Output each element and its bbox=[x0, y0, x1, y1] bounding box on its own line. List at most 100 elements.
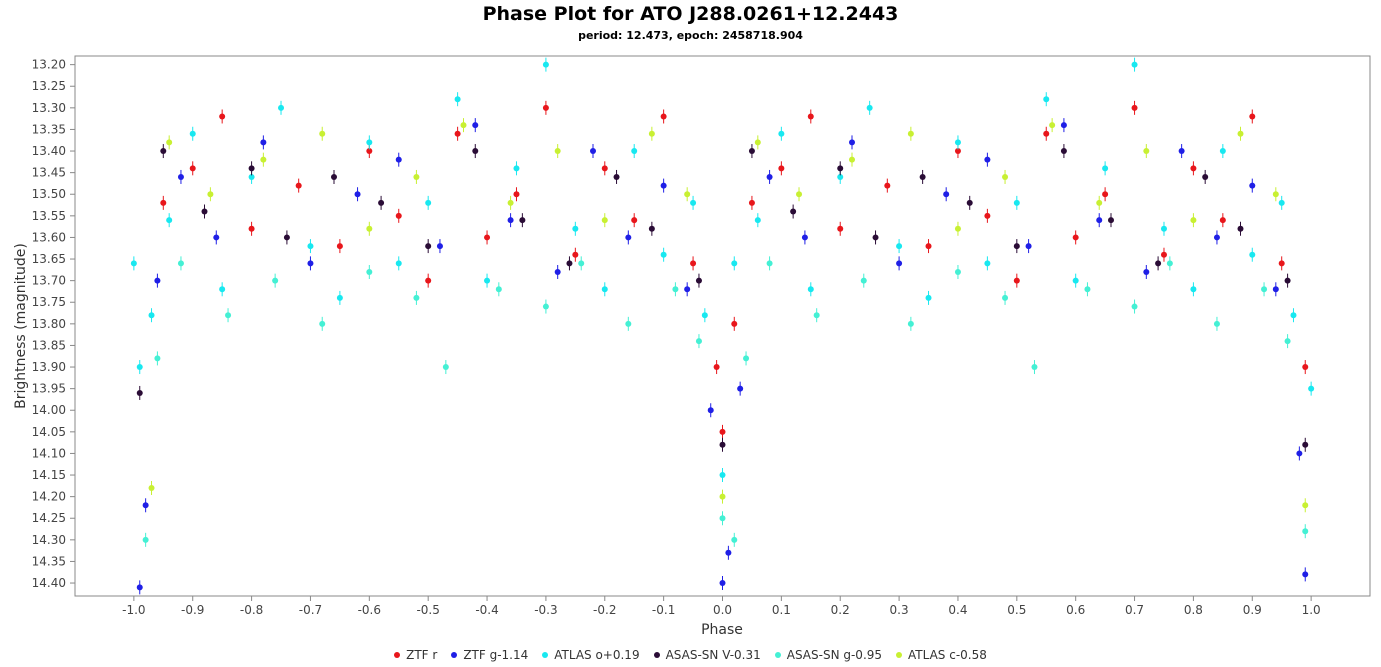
point-series-1 bbox=[136, 584, 143, 591]
point-series-3 bbox=[966, 199, 973, 206]
point-series-3 bbox=[695, 277, 702, 284]
point-series-4 bbox=[731, 536, 738, 543]
x-tick-label: 0.8 bbox=[1184, 603, 1203, 617]
y-tick-label: 13.65 bbox=[32, 252, 66, 266]
chart-subtitle: period: 12.473, epoch: 2458718.904 bbox=[578, 29, 803, 42]
point-series-3 bbox=[519, 217, 526, 224]
legend-marker bbox=[653, 652, 660, 658]
point-series-2 bbox=[1308, 385, 1315, 392]
point-series-4 bbox=[495, 286, 502, 293]
legend-item: ASAS-SN V-0.31 bbox=[653, 648, 761, 662]
x-tick-label: -0.7 bbox=[299, 603, 322, 617]
point-series-5 bbox=[260, 156, 267, 163]
x-tick-label: 0.6 bbox=[1066, 603, 1085, 617]
point-series-4 bbox=[366, 269, 373, 275]
point-series-4 bbox=[413, 294, 420, 301]
point-series-4 bbox=[272, 277, 279, 284]
x-tick-label: -0.1 bbox=[652, 603, 675, 617]
point-series-5 bbox=[366, 225, 373, 232]
point-series-1 bbox=[896, 260, 903, 267]
point-series-1 bbox=[625, 234, 632, 241]
point-series-0 bbox=[660, 113, 667, 120]
point-series-3 bbox=[160, 148, 167, 155]
point-series-0 bbox=[572, 251, 579, 258]
point-series-1 bbox=[725, 549, 732, 556]
y-tick-label: 14.05 bbox=[32, 425, 66, 439]
legend: ZTF r ZTF g-1.14 ATLAS o+0.19 ASAS-SN V-0.3… bbox=[0, 648, 1381, 662]
point-series-1 bbox=[801, 234, 808, 241]
y-tick-label: 13.60 bbox=[32, 230, 66, 244]
point-series-0 bbox=[1131, 104, 1138, 111]
point-series-3 bbox=[331, 173, 337, 180]
point-series-2 bbox=[513, 165, 520, 172]
point-series-5 bbox=[1190, 217, 1197, 224]
point-series-4 bbox=[1261, 286, 1268, 293]
point-series-1 bbox=[354, 191, 361, 198]
point-series-0 bbox=[748, 199, 755, 206]
y-tick-label: 14.15 bbox=[32, 468, 66, 482]
point-series-2 bbox=[542, 61, 549, 68]
y-tick-label: 14.25 bbox=[32, 511, 66, 525]
point-series-2 bbox=[1249, 251, 1256, 258]
point-series-4 bbox=[1302, 528, 1309, 535]
point-series-3 bbox=[837, 165, 844, 172]
point-series-2 bbox=[130, 260, 137, 267]
y-tick-label: 14.20 bbox=[32, 490, 66, 504]
point-series-1 bbox=[1096, 217, 1103, 224]
point-series-3 bbox=[1060, 148, 1067, 155]
point-series-4 bbox=[142, 536, 149, 543]
point-series-3 bbox=[1237, 225, 1244, 232]
point-series-0 bbox=[513, 191, 520, 198]
y-tick-label: 13.30 bbox=[32, 101, 66, 115]
point-series-3 bbox=[1202, 173, 1209, 180]
legend-item: ASAS-SN g-0.95 bbox=[774, 648, 882, 662]
legend-label: ATLAS o+0.19 bbox=[554, 648, 640, 662]
point-series-0 bbox=[1160, 251, 1167, 258]
point-series-4 bbox=[813, 312, 820, 319]
point-series-4 bbox=[1131, 303, 1138, 310]
point-series-2 bbox=[631, 148, 638, 155]
y-tick-label: 14.30 bbox=[32, 533, 66, 547]
x-tick-label: 0.0 bbox=[713, 603, 732, 617]
point-series-0 bbox=[219, 113, 226, 120]
point-series-2 bbox=[1160, 225, 1167, 232]
y-tick-label: 14.00 bbox=[32, 403, 66, 417]
point-series-1 bbox=[1213, 234, 1220, 241]
point-series-2 bbox=[1102, 165, 1109, 172]
x-tick-label: 1.0 bbox=[1302, 603, 1321, 617]
point-series-3 bbox=[872, 234, 879, 241]
x-axis: -1.0 -0.9 -0.8 -0.7 -0.6 -0.5 -0.4 -0.3 -0.2 -0.1… bbox=[122, 596, 1321, 617]
point-series-0 bbox=[295, 182, 302, 189]
point-series-1 bbox=[436, 243, 443, 250]
point-series-5 bbox=[460, 122, 467, 129]
point-series-1 bbox=[472, 122, 479, 129]
point-series-3 bbox=[566, 260, 573, 267]
x-tick-label: 0.2 bbox=[831, 603, 850, 617]
point-series-1 bbox=[142, 502, 149, 509]
point-series-0 bbox=[1302, 364, 1309, 371]
x-tick-label: 0.7 bbox=[1125, 603, 1144, 617]
point-series-4 bbox=[319, 320, 326, 327]
point-series-4 bbox=[860, 277, 867, 284]
point-series-5 bbox=[907, 130, 914, 137]
point-series-2 bbox=[366, 139, 373, 146]
point-series-0 bbox=[884, 182, 891, 189]
x-tick-label: -0.8 bbox=[240, 603, 263, 617]
x-tick-label: -0.6 bbox=[358, 603, 381, 617]
point-series-0 bbox=[1102, 191, 1109, 198]
y-tick-label: 13.75 bbox=[32, 295, 66, 309]
point-series-1 bbox=[943, 191, 950, 198]
point-series-2 bbox=[984, 260, 991, 267]
point-series-0 bbox=[984, 212, 991, 219]
legend-label: ASAS-SN V-0.31 bbox=[665, 648, 761, 662]
point-series-5 bbox=[207, 191, 214, 198]
point-series-3 bbox=[648, 225, 655, 232]
point-series-3 bbox=[201, 208, 208, 215]
x-tick-label: 0.1 bbox=[772, 603, 791, 617]
y-tick-label: 13.55 bbox=[32, 209, 66, 223]
y-tick-label: 13.70 bbox=[32, 274, 66, 288]
point-series-3 bbox=[425, 243, 432, 250]
y-tick-label: 13.25 bbox=[32, 79, 66, 93]
point-series-2 bbox=[454, 96, 461, 103]
point-series-2 bbox=[484, 277, 491, 284]
